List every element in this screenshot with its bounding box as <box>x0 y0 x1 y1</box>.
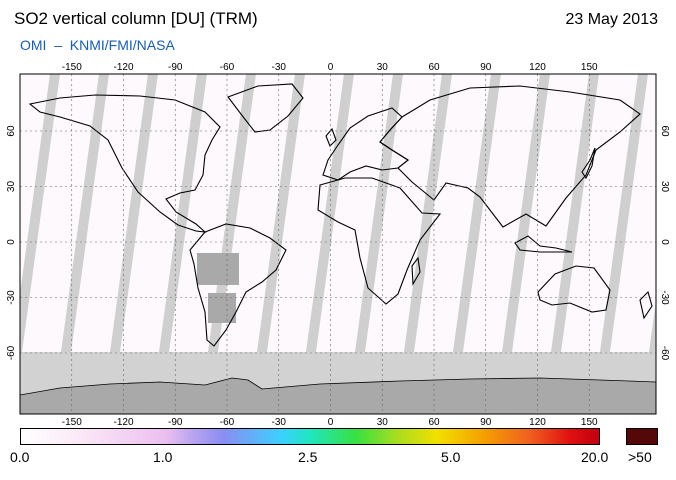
new-zealand-outline <box>639 290 653 320</box>
orbit-swath <box>306 74 354 352</box>
lat-ticks-right: 60 30 0 -30 -60 <box>659 125 670 360</box>
lon-tick-label: 150 <box>581 62 598 73</box>
lon-tick-label: 30 <box>377 417 389 428</box>
lon-ticks-bottom: -150 -120 -90 -60 -30 0 30 60 90 120 150 <box>62 417 598 428</box>
lat-tick-label: 0 <box>6 239 17 245</box>
lon-tick-label: 30 <box>377 62 389 73</box>
orbit-swath <box>110 74 158 352</box>
orbit-swath <box>600 74 648 352</box>
lon-tick-label: 60 <box>428 62 440 73</box>
colorbar-label-1: 1.0 <box>153 449 173 465</box>
lon-tick-label: 90 <box>480 417 492 428</box>
lon-tick-label: -150 <box>62 417 82 428</box>
lon-tick-label: -150 <box>62 62 82 73</box>
lat-tick-label: 60 <box>6 125 17 137</box>
lat-tick-label: -30 <box>659 290 670 305</box>
coastlines <box>28 83 653 347</box>
no-data-block-b <box>208 293 236 323</box>
no-data-block-a <box>197 253 239 285</box>
colorbar-label-3: 5.0 <box>441 449 461 465</box>
madagascar-outline <box>411 256 421 286</box>
orbit-gap-swaths <box>20 74 656 352</box>
lon-tick-label: 90 <box>480 62 492 73</box>
lat-tick-label: -30 <box>6 290 17 305</box>
lon-tick-label: -60 <box>220 417 235 428</box>
lon-tick-label: 120 <box>529 62 546 73</box>
colorbar-label-0: 0.0 <box>10 449 30 465</box>
orbit-swath <box>61 74 109 352</box>
lon-tick-label: -120 <box>113 62 133 73</box>
south-america-outline <box>189 223 287 347</box>
lon-ticks-top: -150 -120 -90 -60 -30 0 30 60 90 120 150 <box>62 62 598 73</box>
lon-tick-label: -30 <box>272 62 287 73</box>
british-isles-outline <box>325 127 337 147</box>
australia-outline <box>537 265 611 313</box>
colorbar-overflow-swatch <box>626 428 658 445</box>
lat-tick-label: 30 <box>659 181 670 193</box>
map-frame <box>19 73 657 415</box>
lon-tick-label: -120 <box>113 417 133 428</box>
map-title: SO2 vertical column [DU] (TRM) <box>14 9 258 28</box>
africa-outline <box>317 177 442 305</box>
orbit-swath <box>20 74 60 352</box>
colorbar-overflow-label: >50 <box>628 449 652 465</box>
colorbar-gradient <box>20 428 600 445</box>
lon-tick-label: 0 <box>328 62 334 73</box>
lat-ticks-left: 60 30 0 -30 -60 <box>6 125 17 360</box>
map-date: 23 May 2013 <box>565 11 658 28</box>
greenland-outline <box>227 83 304 133</box>
lon-tick-label: -30 <box>272 417 287 428</box>
data-source: OMI – KNMI/FMI/NASA <box>20 37 175 53</box>
lon-tick-label: 0 <box>328 417 334 428</box>
orbit-swath <box>551 74 599 352</box>
japan-outline <box>581 147 596 180</box>
colorbar-label-2: 2.5 <box>298 449 318 465</box>
lon-tick-label: 60 <box>428 417 440 428</box>
orbit-swath <box>159 74 207 352</box>
lat-tick-label: 0 <box>659 239 670 245</box>
graticule <box>20 74 656 414</box>
lon-tick-label: 150 <box>581 417 598 428</box>
lon-tick-label: -90 <box>168 417 183 428</box>
lon-tick-label: 120 <box>529 417 546 428</box>
colorbar-label-4: 20.0 <box>581 449 609 465</box>
orbit-swath <box>453 74 501 352</box>
orbit-swath <box>649 300 656 352</box>
lon-tick-label: -60 <box>220 62 235 73</box>
lat-tick-label: 30 <box>6 181 17 193</box>
asia-outline <box>379 85 641 228</box>
antarctica-shape <box>20 377 656 414</box>
north-america-outline <box>28 94 221 233</box>
lat-tick-label: 60 <box>659 125 670 137</box>
orbit-swath <box>502 74 550 352</box>
lon-tick-label: -90 <box>168 62 183 73</box>
orbit-swath <box>257 74 305 352</box>
indonesia-outline <box>514 235 573 253</box>
lat-tick-label: -60 <box>6 345 17 360</box>
lat-tick-label: -60 <box>659 346 670 361</box>
